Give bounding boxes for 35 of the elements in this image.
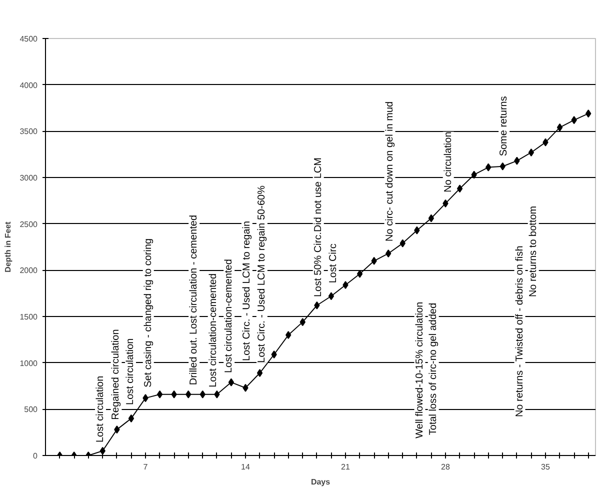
annotation: No returns to bottom [528, 206, 539, 298]
x-tick-label: 14 [241, 462, 250, 472]
y-tick-label: 1500 [20, 312, 38, 322]
y-tick-label: 500 [24, 405, 38, 414]
annotation: No circ- cut down on gel in mud [384, 101, 396, 242]
x-tick-label: 35 [541, 462, 550, 472]
annotation: Lost circulation-cemented [224, 259, 235, 374]
annotation: Total loss of circ-no gel added [428, 302, 439, 436]
x-axis-title: Days [310, 478, 331, 486]
y-tick-label: 2000 [20, 266, 38, 276]
y-tick-label: 0 [33, 452, 38, 460]
y-tick-label: 4000 [20, 80, 38, 90]
y-tick-label: 3500 [20, 127, 38, 136]
y-tick-label: 1000 [20, 358, 38, 368]
annotation: No circulation [442, 132, 454, 192]
x-tick-label: 21 [341, 462, 350, 472]
annotation: Drilled out. Lost circulation - cemented [188, 214, 200, 386]
y-tick-label: 3000 [20, 174, 38, 182]
annotation: Well flowed-10-15% circulation [414, 302, 426, 438]
annotation: No returns - Twisted off - debris on fish [514, 246, 526, 418]
annotation: Set casing - changed rig to coring [142, 238, 154, 388]
annotation: Lost Circ. - Used LCM to regain 50-60% [256, 185, 268, 363]
x-tick-label: 28 [441, 462, 450, 472]
y-tick-label: 4500 [20, 34, 38, 44]
y-tick-label: 2500 [20, 220, 38, 229]
annotation: Lost circulation [125, 338, 136, 405]
annotation: Lost circulation [95, 376, 106, 443]
x-tick-label: 7 [143, 462, 148, 472]
y-axis-title: Depth in Feet [4, 221, 13, 272]
annotation: Lost Circ [328, 244, 339, 284]
annotation: Regained circulation [110, 329, 122, 420]
annotation: Lost circulation-cemented [208, 273, 219, 388]
annotation: Some returns [498, 96, 510, 156]
annotation: Lost 50% Circ.Did not use LCM [312, 158, 324, 298]
annotation: Lost Circ. - Used LCM to regain [241, 220, 252, 361]
